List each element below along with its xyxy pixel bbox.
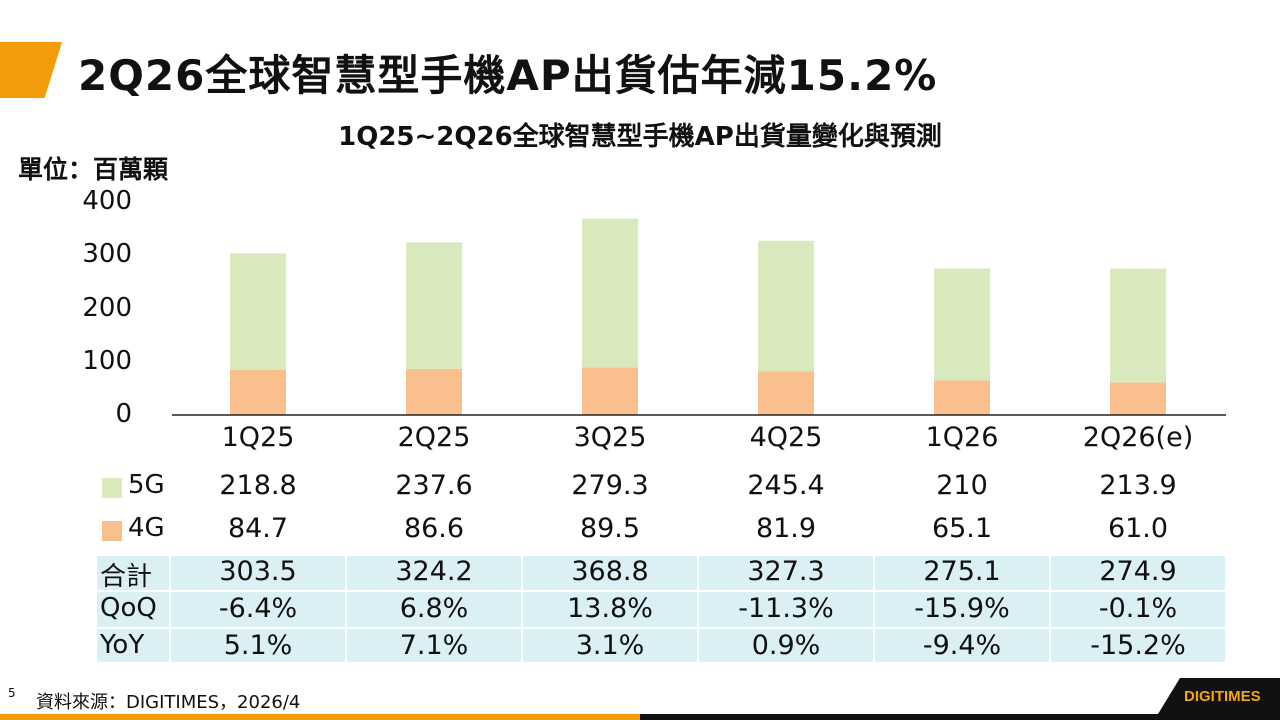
table-cell: 327.3 bbox=[747, 556, 825, 587]
table-divider bbox=[97, 627, 1225, 629]
table-cell: -15.2% bbox=[1090, 630, 1186, 661]
table-row-label: QoQ bbox=[100, 593, 157, 623]
table-cell: 0.9% bbox=[751, 630, 821, 661]
bar-4g bbox=[582, 367, 638, 415]
table-cell: -15.9% bbox=[914, 593, 1010, 624]
x-tick-label: 1Q25 bbox=[221, 422, 295, 453]
bar-4g bbox=[406, 368, 462, 415]
table-divider bbox=[697, 556, 699, 662]
y-tick-label: 100 bbox=[82, 345, 132, 376]
page-number: 5 bbox=[8, 686, 16, 700]
legend-label: 4G bbox=[128, 513, 165, 543]
x-tick-label: 3Q25 bbox=[573, 422, 647, 453]
data-label-5g: 213.9 bbox=[1099, 470, 1177, 501]
chart-title: 1Q25~2Q26全球智慧型手機AP出貨量變化與預測 bbox=[338, 122, 942, 152]
x-tick-label: 4Q25 bbox=[749, 422, 823, 453]
table-cell: 7.1% bbox=[399, 630, 469, 661]
table-row-bg bbox=[97, 556, 1225, 662]
bar-4g bbox=[758, 371, 814, 415]
bar-4g bbox=[1110, 382, 1166, 415]
bar-4g bbox=[934, 380, 990, 415]
digitimes-logo: DIGITIMES bbox=[1158, 678, 1280, 714]
table-row-label: 合計 bbox=[100, 562, 153, 592]
legend-label: 5G bbox=[128, 470, 165, 500]
data-label-4g: 89.5 bbox=[579, 513, 641, 544]
y-tick-label: 300 bbox=[82, 239, 132, 270]
bar-5g bbox=[1110, 268, 1166, 383]
bar-5g bbox=[406, 242, 462, 369]
y-axis-unit: 單位：百萬顆 bbox=[18, 155, 169, 184]
table-cell: 6.8% bbox=[399, 593, 469, 624]
table-divider bbox=[1049, 556, 1051, 662]
data-label-5g: 210 bbox=[936, 470, 988, 501]
table-cell: 274.9 bbox=[1099, 556, 1177, 587]
data-label-5g: 245.4 bbox=[747, 470, 825, 501]
data-label-4g: 86.6 bbox=[403, 513, 465, 544]
bar-5g bbox=[230, 253, 286, 370]
footer-bar-black bbox=[640, 714, 1280, 720]
table-cell: 5.1% bbox=[223, 630, 293, 661]
table-cell: 303.5 bbox=[219, 556, 297, 587]
y-tick-label: 400 bbox=[82, 186, 132, 216]
table-divider bbox=[345, 556, 347, 662]
x-tick-label: 2Q25 bbox=[397, 422, 471, 453]
bar-5g bbox=[582, 218, 638, 368]
data-label-4g: 65.1 bbox=[931, 513, 993, 544]
y-tick-label: 0 bbox=[115, 399, 132, 429]
data-label-5g: 279.3 bbox=[571, 470, 649, 501]
slide-title: 2Q26全球智慧型手機AP出貨估年減15.2% bbox=[78, 51, 938, 100]
data-label-4g: 84.7 bbox=[227, 513, 289, 544]
table-divider bbox=[521, 556, 523, 662]
table-divider bbox=[97, 590, 1225, 592]
data-label-4g: 61.0 bbox=[1107, 513, 1169, 544]
footer-bar-orange bbox=[0, 714, 640, 720]
table-cell: -9.4% bbox=[922, 630, 1002, 661]
table-cell: 13.8% bbox=[567, 593, 653, 624]
table-cell: -11.3% bbox=[738, 593, 834, 624]
x-tick-label: 2Q26(e) bbox=[1082, 422, 1194, 453]
x-tick-label: 1Q26 bbox=[925, 422, 999, 453]
table-cell: 275.1 bbox=[923, 556, 1001, 587]
table-cell: 368.8 bbox=[571, 556, 649, 587]
table-cell: -0.1% bbox=[1098, 593, 1178, 624]
data-label-5g: 237.6 bbox=[395, 470, 473, 501]
legend-swatch-4g bbox=[102, 521, 122, 541]
data-label-4g: 81.9 bbox=[755, 513, 817, 544]
data-label-5g: 218.8 bbox=[219, 470, 297, 501]
bar-5g bbox=[934, 268, 990, 381]
table-cell: -6.4% bbox=[218, 593, 298, 624]
table-cell: 324.2 bbox=[395, 556, 473, 587]
y-tick-label: 200 bbox=[82, 292, 132, 323]
table-divider bbox=[873, 556, 875, 662]
table-divider bbox=[169, 556, 171, 662]
table-row-label: YoY bbox=[100, 630, 145, 660]
legend-swatch-5g bbox=[102, 478, 122, 498]
bar-5g bbox=[758, 240, 814, 372]
source-note: 資料來源：DIGITIMES，2026/4 bbox=[36, 692, 301, 713]
table-cell: 3.1% bbox=[575, 630, 645, 661]
bar-4g bbox=[230, 369, 286, 415]
